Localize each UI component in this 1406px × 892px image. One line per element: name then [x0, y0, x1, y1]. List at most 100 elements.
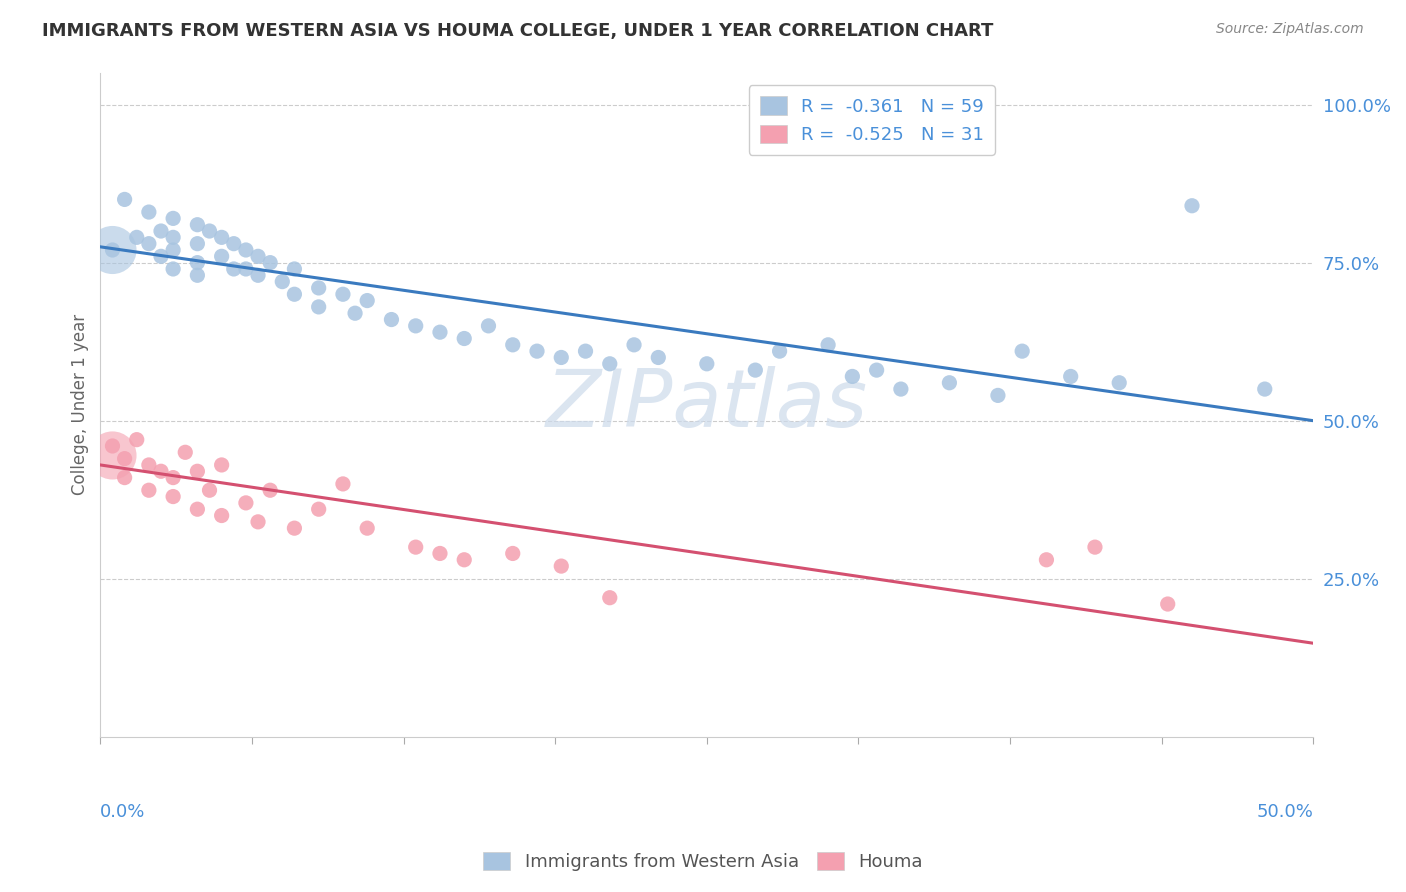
Point — [186, 502, 208, 516]
Point — [114, 451, 136, 466]
Point — [222, 262, 245, 277]
Point — [1060, 369, 1083, 384]
Point — [138, 205, 160, 219]
Point — [186, 218, 208, 232]
Point — [380, 312, 402, 326]
Point — [222, 236, 245, 251]
Point — [1181, 199, 1204, 213]
Point — [429, 546, 451, 560]
Y-axis label: College, Under 1 year: College, Under 1 year — [72, 314, 89, 495]
Point — [186, 268, 208, 283]
Point — [138, 236, 160, 251]
Point — [211, 508, 233, 523]
Point — [211, 230, 233, 244]
Point — [247, 268, 270, 283]
Point — [477, 318, 499, 333]
Point — [696, 357, 718, 371]
Point — [259, 483, 281, 498]
Point — [247, 249, 270, 263]
Point — [502, 338, 524, 352]
Point — [890, 382, 912, 396]
Point — [162, 230, 184, 244]
Point — [186, 464, 208, 478]
Point — [356, 293, 378, 308]
Point — [332, 287, 354, 301]
Point — [405, 318, 427, 333]
Point — [162, 490, 184, 504]
Point — [138, 483, 160, 498]
Point — [198, 224, 221, 238]
Point — [599, 591, 621, 605]
Point — [211, 249, 233, 263]
Point — [114, 193, 136, 207]
Point — [405, 540, 427, 554]
Point — [817, 338, 839, 352]
Point — [1157, 597, 1180, 611]
Point — [150, 464, 173, 478]
Point — [308, 281, 330, 295]
Point — [1108, 376, 1130, 390]
Point — [744, 363, 766, 377]
Point — [101, 243, 124, 257]
Point — [186, 236, 208, 251]
Point — [235, 243, 257, 257]
Point — [1011, 344, 1033, 359]
Point — [247, 515, 270, 529]
Point — [574, 344, 596, 359]
Point — [987, 388, 1010, 402]
Point — [429, 325, 451, 339]
Point — [550, 559, 572, 574]
Point — [162, 243, 184, 257]
Text: IMMIGRANTS FROM WESTERN ASIA VS HOUMA COLLEGE, UNDER 1 YEAR CORRELATION CHART: IMMIGRANTS FROM WESTERN ASIA VS HOUMA CO… — [42, 22, 994, 40]
Point — [283, 287, 305, 301]
Point — [308, 300, 330, 314]
Point — [198, 483, 221, 498]
Point — [114, 470, 136, 484]
Point — [101, 243, 124, 257]
Text: 0.0%: 0.0% — [100, 803, 146, 822]
Point — [125, 433, 148, 447]
Point — [174, 445, 197, 459]
Point — [235, 496, 257, 510]
Point — [1254, 382, 1277, 396]
Point — [344, 306, 367, 320]
Point — [271, 275, 294, 289]
Point — [1035, 553, 1057, 567]
Point — [768, 344, 790, 359]
Point — [283, 521, 305, 535]
Point — [453, 331, 475, 345]
Point — [162, 262, 184, 277]
Point — [938, 376, 960, 390]
Legend: Immigrants from Western Asia, Houma: Immigrants from Western Asia, Houma — [475, 845, 931, 879]
Point — [150, 224, 173, 238]
Point — [1084, 540, 1107, 554]
Point — [150, 249, 173, 263]
Point — [162, 211, 184, 226]
Point — [502, 546, 524, 560]
Point — [308, 502, 330, 516]
Point — [599, 357, 621, 371]
Point — [125, 230, 148, 244]
Point — [623, 338, 645, 352]
Point — [101, 439, 124, 453]
Point — [865, 363, 887, 377]
Legend: R =  -0.361   N = 59, R =  -0.525   N = 31: R = -0.361 N = 59, R = -0.525 N = 31 — [749, 86, 995, 154]
Point — [453, 553, 475, 567]
Point — [647, 351, 669, 365]
Point — [138, 458, 160, 472]
Text: 50.0%: 50.0% — [1257, 803, 1313, 822]
Text: ZIPatlas: ZIPatlas — [546, 366, 868, 444]
Text: Source: ZipAtlas.com: Source: ZipAtlas.com — [1216, 22, 1364, 37]
Point — [211, 458, 233, 472]
Point — [841, 369, 863, 384]
Point — [162, 470, 184, 484]
Point — [101, 449, 124, 463]
Point — [186, 255, 208, 269]
Point — [283, 262, 305, 277]
Point — [550, 351, 572, 365]
Point — [356, 521, 378, 535]
Point — [235, 262, 257, 277]
Point — [526, 344, 548, 359]
Point — [332, 477, 354, 491]
Point — [259, 255, 281, 269]
